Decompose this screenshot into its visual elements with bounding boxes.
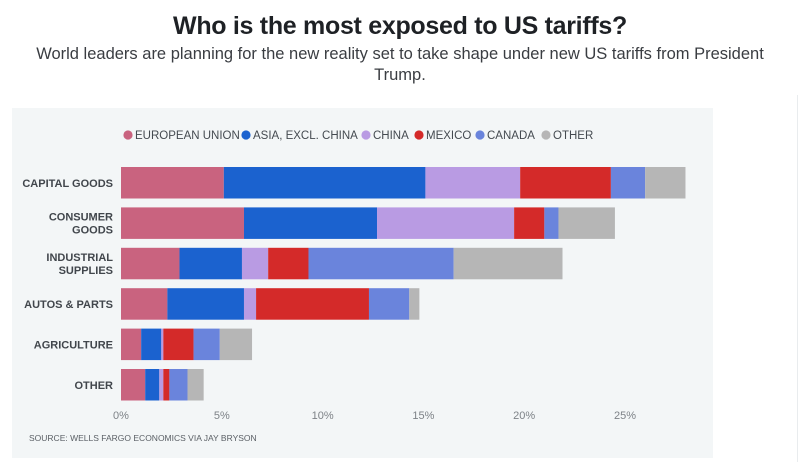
bar-segment-canada: [544, 207, 559, 239]
legend-item-china: CHINA: [361, 130, 409, 142]
bar-segment-mexico: [520, 167, 611, 199]
bar-segment-mexico: [163, 369, 170, 401]
legend-item-other: OTHER: [541, 130, 593, 142]
bar-segment-other: [187, 369, 204, 401]
bar-segment-other: [219, 328, 253, 361]
bar-segment-european-union: [121, 207, 244, 239]
category-label-capital-goods: CAPITAL GOODS: [22, 178, 113, 190]
subtitle-line-1: World leaders are planning for the new r…: [36, 45, 764, 63]
bar-segment-mexico: [256, 288, 369, 320]
bar-segment-china: [377, 207, 515, 239]
legend-item-mexico: MEXICO: [414, 130, 471, 142]
legend-item-canada: CANADA: [475, 130, 535, 142]
bar-segment-asia-excl-china: [243, 207, 378, 239]
bar-segment-canada: [368, 288, 410, 320]
bar-group-other: [121, 369, 204, 401]
x-tick-label: 15%: [412, 410, 434, 422]
category-label-consumer-goods: CONSUMER GOODS: [49, 212, 113, 237]
bar-group-autos-parts: [121, 288, 420, 320]
category-label-agriculture: AGRICULTURE: [34, 339, 113, 351]
x-tick-label: 20%: [513, 410, 535, 422]
bar-segment-canada: [308, 247, 454, 280]
bar-segment-china: [425, 167, 521, 199]
bar-segment-asia-excl-china: [145, 369, 160, 401]
category-label-autos-parts: AUTOS & PARTS: [24, 299, 113, 311]
bar-segment-mexico: [514, 207, 545, 239]
x-tick-label: 10%: [312, 410, 334, 422]
category-label-industrial-supplies: INDUSTRIAL SUPPLIES: [46, 252, 113, 277]
divider: [797, 95, 798, 462]
bar-group-consumer-goods: [121, 207, 615, 239]
bar-segment-asia-excl-china: [141, 328, 162, 361]
bar-segment-canada: [169, 369, 188, 401]
legend-swatch: [123, 130, 133, 140]
bar-segment-other: [558, 207, 615, 239]
bar-segment-china: [241, 247, 269, 280]
bar-group-industrial-supplies: [121, 247, 563, 280]
bar-segment-european-union: [121, 247, 180, 280]
bar-segment-mexico: [268, 247, 309, 280]
legend-item-asia-excl-china: ASIA, EXCL. CHINA: [241, 130, 358, 142]
legend-swatch: [241, 130, 251, 140]
page-subtitle: World leaders are planning for the new r…: [0, 44, 800, 86]
subtitle-line-2: Trump.: [374, 66, 426, 84]
bar-segment-european-union: [121, 167, 224, 199]
legend-swatch: [361, 130, 371, 140]
bar-segment-other: [453, 247, 563, 280]
x-tick-label: 25%: [614, 410, 636, 422]
bar-segment-asia-excl-china: [223, 167, 426, 199]
legend-label: MEXICO: [426, 130, 471, 142]
x-tick-label: 5%: [214, 410, 230, 422]
legend-label: CHINA: [373, 130, 409, 142]
bar-segment-china: [161, 328, 164, 361]
bar-segment-european-union: [121, 288, 168, 320]
category-labels: CAPITAL GOODS CONSUMER GOODS INDUSTRIAL SUPP…: [22, 178, 113, 392]
bars: [121, 167, 686, 401]
legend-label: OTHER: [553, 130, 593, 142]
legend-label: CANADA: [487, 130, 535, 142]
bar-segment-china: [243, 288, 257, 320]
bar-segment-asia-excl-china: [167, 288, 244, 320]
x-tick-label: 0%: [113, 410, 129, 422]
page-title: Who is the most exposed to US tariffs?: [173, 12, 627, 40]
legend-swatch: [414, 130, 424, 140]
bar-segment-canada: [193, 328, 220, 361]
legend-label: EUROPEAN UNION: [135, 130, 240, 142]
bar-group-agriculture: [121, 328, 253, 361]
bar-group-capital-goods: [121, 167, 686, 199]
legend: EUROPEAN UNION ASIA, EXCL. CHINA CHINA MEXI…: [123, 130, 593, 142]
legend-swatch: [475, 130, 485, 140]
category-label-other: OTHER: [75, 380, 114, 392]
bar-segment-other: [409, 288, 420, 320]
bar-segment-european-union: [121, 328, 142, 361]
bar-segment-mexico: [163, 328, 194, 361]
legend-swatch: [541, 130, 551, 140]
bar-segment-other: [645, 167, 686, 199]
bar-segment-china: [159, 369, 164, 401]
source-note: SOURCE: WELLS FARGO ECONOMICS VIA JAY BR…: [29, 433, 257, 443]
bar-segment-european-union: [121, 369, 146, 401]
bar-segment-canada: [610, 167, 646, 199]
legend-label: ASIA, EXCL. CHINA: [253, 130, 358, 142]
bar-segment-asia-excl-china: [179, 247, 242, 280]
x-axis-ticks: 0% 5% 10% 15% 20% 25%: [113, 410, 636, 422]
legend-item-european-union: EUROPEAN UNION: [123, 130, 240, 142]
